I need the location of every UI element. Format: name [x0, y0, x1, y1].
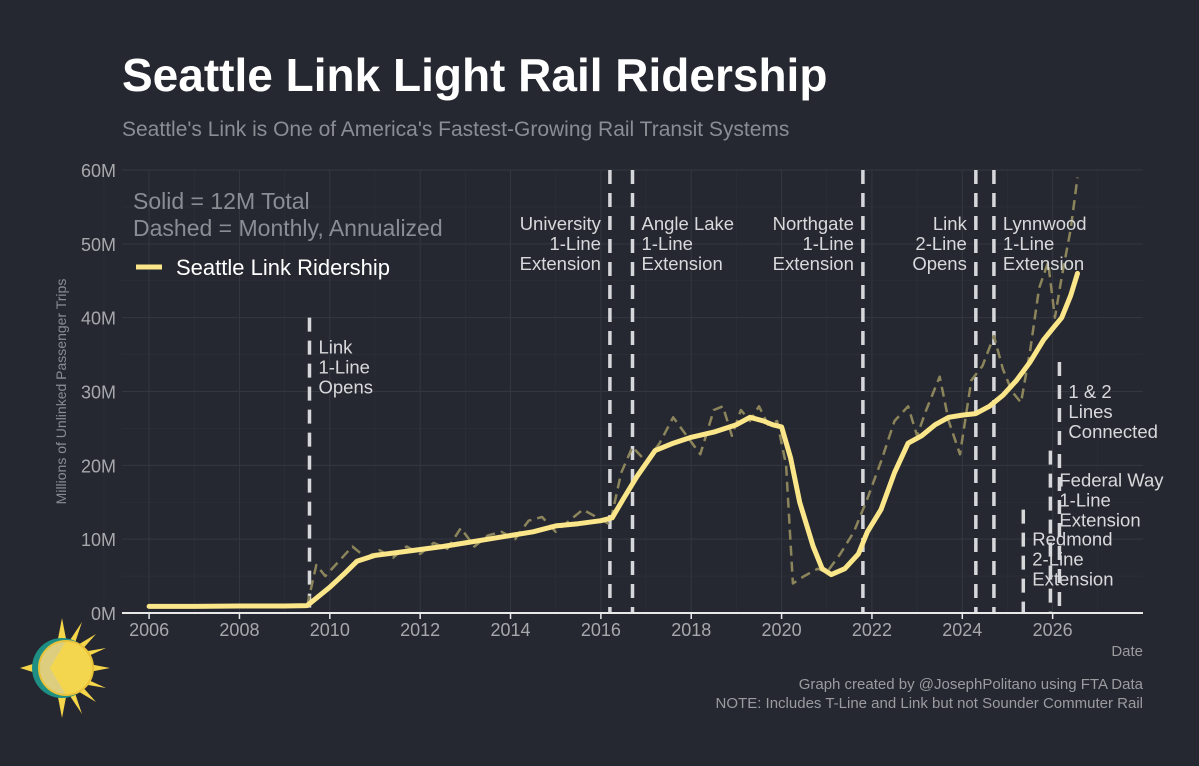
- event-label: Lines: [1068, 401, 1112, 422]
- ridership-line: [146, 270, 1080, 609]
- x-tick-label: 2018: [671, 620, 711, 640]
- x-tick-label: 2020: [762, 620, 802, 640]
- x-tick-label: 2008: [219, 620, 259, 640]
- y-tick-label: 20M: [81, 456, 116, 476]
- x-tick-label: 2006: [129, 620, 169, 640]
- event-label: Extension: [1059, 510, 1140, 531]
- event-label: Extension: [1003, 253, 1084, 274]
- event-label: 1-Line: [642, 233, 693, 254]
- y-tick-label: 30M: [81, 383, 116, 403]
- event-label: 1-Line: [318, 357, 369, 378]
- y-tick-label: 50M: [81, 235, 116, 255]
- event-label: Extension: [642, 253, 723, 274]
- event-label: Extension: [773, 253, 854, 274]
- y-tick-label: 10M: [81, 530, 116, 550]
- event-label: Connected: [1068, 421, 1157, 442]
- event-label: Link: [933, 213, 968, 234]
- event-label: Extension: [1032, 569, 1113, 590]
- x-tick-label: 2022: [852, 620, 892, 640]
- event-label: Extension: [520, 253, 601, 274]
- event-label: 1-Line: [1059, 490, 1110, 511]
- y-tick-label: 40M: [81, 309, 116, 329]
- chart-title: Seattle Link Light Rail Ridership: [122, 49, 828, 101]
- x-axis-label: Date: [1111, 643, 1143, 660]
- x-tick-label: 2010: [310, 620, 350, 640]
- event-label: Lynnwood: [1003, 213, 1087, 234]
- event-label: 1-Line: [1003, 233, 1054, 254]
- legend-label: Seattle Link Ridership: [176, 255, 390, 280]
- event-label: Northgate: [773, 213, 854, 234]
- x-tick-label: 2014: [490, 620, 530, 640]
- x-tick-label: 2024: [942, 620, 982, 640]
- event-label: 2-Line: [1032, 549, 1083, 570]
- event-label: 2-Line: [915, 233, 966, 254]
- credit-text: Graph created by @JosephPolitano using F…: [798, 676, 1143, 693]
- x-tick-label: 2012: [400, 620, 440, 640]
- event-label: 1 & 2: [1068, 381, 1111, 402]
- event-label: University: [520, 213, 602, 234]
- x-tick-label: 2016: [581, 620, 621, 640]
- series-layer: [146, 177, 1080, 609]
- axes: 2006 2008 2010 2012 2014 2016 2018 2020 2022 2024…: [53, 161, 1143, 660]
- event-labels: Link1-LineOpensUniversity1-LineExtension…: [318, 213, 1164, 590]
- event-label: Opens: [318, 377, 373, 398]
- event-label: 1-Line: [802, 233, 853, 254]
- x-tick-label: 2026: [1033, 620, 1073, 640]
- event-label: Opens: [912, 253, 967, 274]
- chart-subtitle: Seattle's Link is One of America's Faste…: [122, 118, 790, 141]
- event-label: Angle Lake: [642, 213, 735, 234]
- legend-note: Solid = 12M Total: [133, 188, 310, 214]
- event-label: Link: [318, 337, 353, 358]
- y-tick-label: 0M: [91, 604, 116, 624]
- y-axis-label: Millions of Unlinked Passenger Trips: [53, 279, 69, 505]
- event-label: Redmond: [1032, 529, 1112, 550]
- y-tick-label: 60M: [81, 161, 116, 181]
- event-label: 1-Line: [549, 233, 600, 254]
- event-label: Federal Way: [1059, 470, 1164, 491]
- sun-logo-icon: [20, 618, 110, 718]
- note-text: NOTE: Includes T-Line and Link but not S…: [715, 695, 1143, 712]
- legend-note: Dashed = Monthly, Annualized: [133, 215, 443, 241]
